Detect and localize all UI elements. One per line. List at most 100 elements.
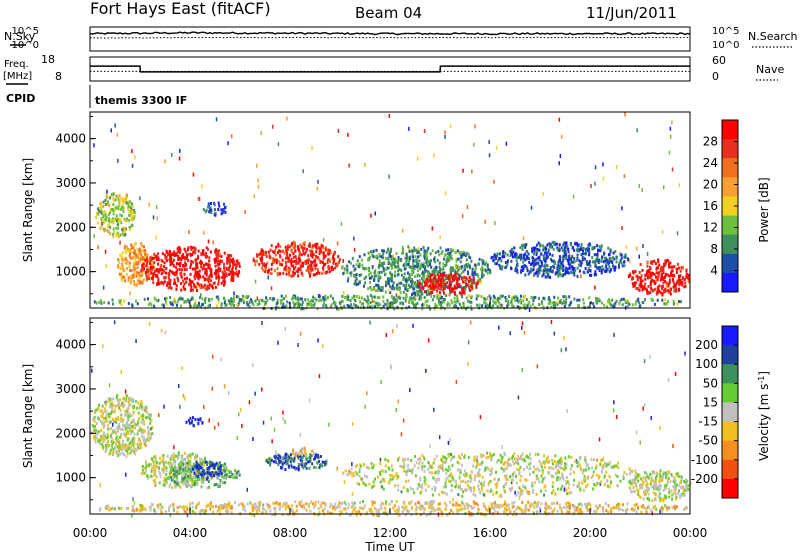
velocity-region-0-cell [97, 415, 100, 419]
power-region-3-cell [223, 206, 226, 210]
power-region-0-cell [125, 251, 128, 255]
velocity-region-0-cell [118, 439, 121, 443]
power-region-2-cell [160, 280, 163, 284]
velocity-speckle [514, 490, 516, 495]
velocity-speckle [449, 437, 451, 442]
velocity-region-1-cell [203, 476, 206, 480]
power-region-9-cell [627, 300, 630, 304]
velocity-region-1-cell [191, 452, 194, 456]
power-region-2-cell [157, 279, 160, 283]
velocity-region-0-cell [94, 428, 97, 432]
power-region-6-cell [454, 277, 457, 281]
power-region-9-cell [355, 295, 358, 298]
power-region-7-cell [549, 268, 552, 271]
power-region-9-cell [612, 303, 615, 307]
power-region-2-cell [199, 260, 202, 264]
power-region-4-cell [315, 255, 318, 258]
power-region-1-cell [115, 214, 118, 218]
velocity-region-0-cell [142, 437, 145, 441]
power-region-7-cell [595, 273, 598, 277]
power-region-9-cell [359, 300, 362, 304]
power-region-1-cell [122, 206, 125, 210]
power-region-9-cell [293, 296, 296, 300]
power-region-2-cell [163, 253, 166, 257]
power-region-1-cell [119, 213, 122, 217]
power-region-9-cell [318, 295, 321, 299]
power-region-9-cell [297, 300, 300, 304]
power-region-5-cell [481, 258, 484, 262]
velocity-region-1-cell [151, 466, 154, 470]
power-region-5-cell [360, 273, 363, 277]
power-region-4-cell [269, 248, 272, 252]
velocity-speckle [470, 320, 472, 325]
power-region-9-cell [369, 305, 371, 309]
power-region-0-cell [131, 246, 134, 250]
power-speckle [641, 188, 643, 192]
power-region-1-cell [108, 223, 111, 227]
power-region-9-cell [568, 295, 571, 299]
power-region-7-cell [555, 242, 558, 246]
power-region-5-cell [403, 267, 406, 271]
power-region-9-cell [280, 294, 283, 298]
power-region-1-cell [117, 195, 120, 199]
power-region-2-cell [221, 259, 224, 263]
power-region-4-cell [294, 241, 296, 245]
velocity-region-0-cell [144, 416, 147, 420]
power-region-9-cell [284, 305, 287, 309]
power-region-5-cell [395, 286, 398, 290]
power-region-9-cell [372, 300, 375, 304]
velocity-speckle [223, 384, 226, 389]
power-region-8-cell [685, 269, 688, 273]
velocity-speckle [672, 444, 674, 449]
power-region-5-cell [369, 255, 372, 259]
power-region-5-cell [364, 281, 367, 285]
power-region-2-cell [169, 279, 172, 283]
velocity-region-0-cell [142, 422, 145, 425]
velocity-speckle [252, 437, 254, 441]
power-region-5-cell [444, 284, 447, 288]
velocity-region-0-cell [139, 405, 142, 409]
power-region-9-cell [176, 300, 179, 304]
power-region-4-cell [279, 272, 282, 276]
power-region-9-cell [165, 302, 168, 306]
power-speckle [444, 134, 446, 139]
power-region-0-cell [120, 256, 123, 259]
power-region-5-cell [358, 273, 361, 277]
velocity-region-3-cell [216, 474, 219, 477]
power-region-2-cell [206, 287, 209, 291]
power-region-8-cell [673, 265, 676, 269]
power-speckle [302, 169, 304, 174]
velocity-region-0-cell [127, 412, 130, 416]
power-region-0-cell [134, 242, 137, 246]
velocity-region-0-cell [126, 452, 129, 456]
power-region-0-cell [141, 256, 144, 259]
power-region-9-cell [296, 296, 299, 300]
power-region-2-cell [209, 284, 212, 288]
velocity-speckle [455, 379, 458, 384]
power-region-4-cell [335, 262, 337, 266]
power-region-2-cell [235, 265, 238, 269]
nave-axis-bottom: 0 [712, 70, 719, 83]
power-region-2-cell [220, 281, 223, 285]
power-region-4-cell [289, 253, 292, 257]
power-region-1-cell [112, 232, 114, 236]
power-region-2-cell [170, 286, 173, 290]
power-region-2-cell [146, 259, 149, 263]
power-region-6-cell [433, 276, 436, 280]
power-region-7-cell [538, 266, 541, 270]
power-region-7-cell [531, 261, 534, 265]
power-region-7-cell [588, 250, 591, 254]
power-region-7-cell [538, 268, 541, 272]
power-region-2-cell [145, 274, 148, 278]
power-region-2-cell [223, 265, 226, 269]
power-region-7-cell [576, 253, 579, 257]
power-region-5-cell [401, 273, 403, 277]
power-region-9-cell [412, 302, 415, 306]
velocity-region-0-cell [100, 414, 103, 418]
power-region-9-cell [437, 300, 440, 304]
power-region-7-cell [606, 268, 609, 272]
power-region-1-cell [117, 226, 120, 230]
power-region-0-cell [143, 245, 145, 249]
power-region-6-cell [432, 285, 435, 289]
power-region-9-cell [266, 298, 269, 302]
